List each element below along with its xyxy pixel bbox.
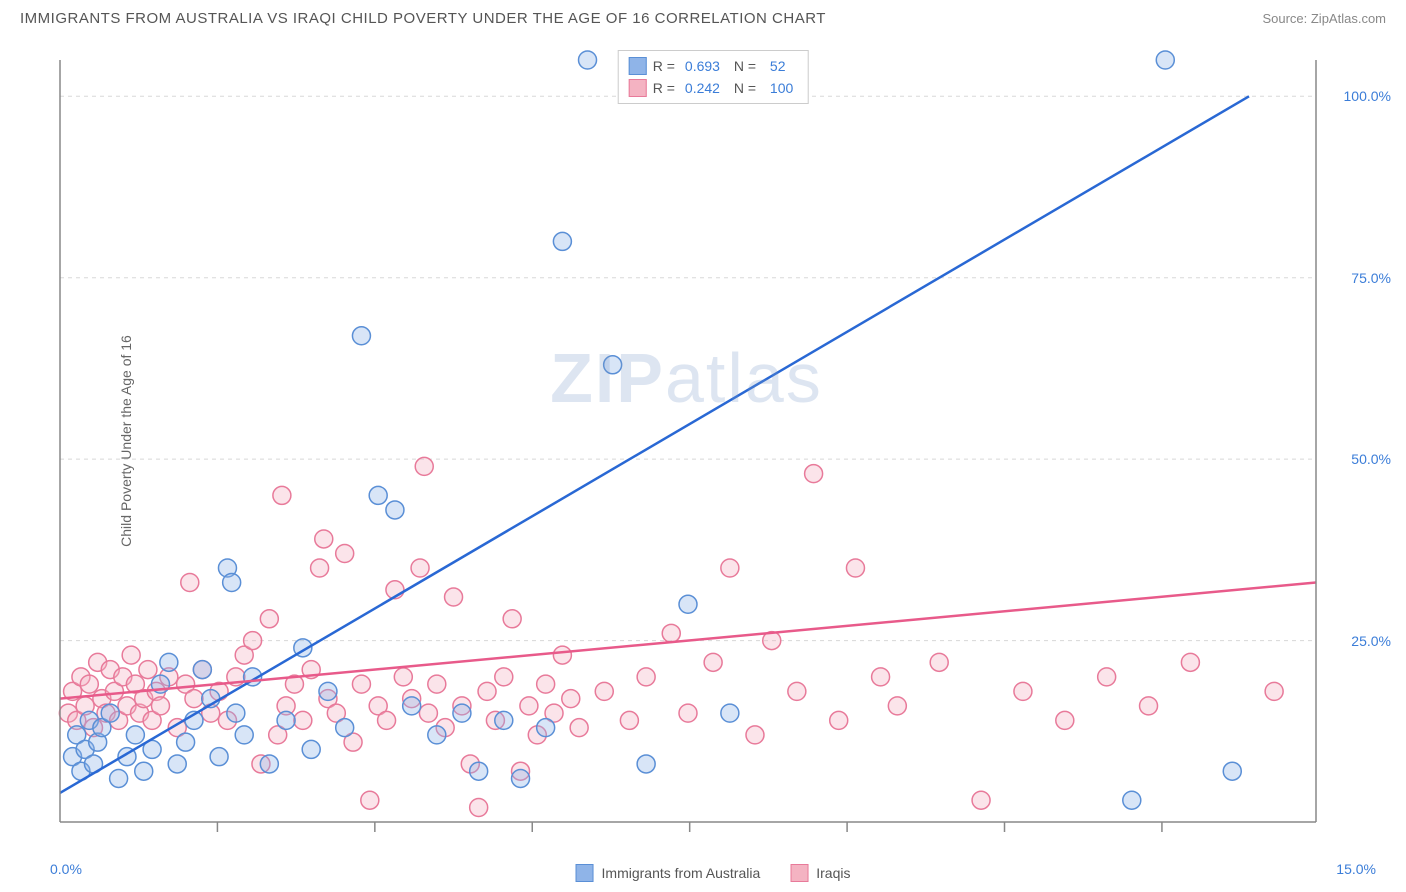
series-legend: Immigrants from Australia Iraqis — [576, 864, 851, 882]
legend-swatch — [629, 57, 647, 75]
correlation-legend: R = 0.693 N = 52 R = 0.242 N = 100 — [618, 50, 809, 104]
legend-n-label: N = — [730, 80, 756, 96]
legend-swatch — [629, 79, 647, 97]
y-axis-tick: 75.0% — [1351, 270, 1391, 286]
legend-r-value: 0.242 — [681, 80, 724, 96]
legend-swatch — [576, 864, 594, 882]
chart-title: IMMIGRANTS FROM AUSTRALIA VS IRAQI CHILD… — [20, 10, 826, 27]
legend-series-label: Immigrants from Australia — [602, 865, 761, 881]
source-attribution: Source: ZipAtlas.com — [1262, 11, 1386, 26]
scatter-plot — [50, 50, 1376, 832]
y-axis-tick: 100.0% — [1344, 88, 1391, 104]
legend-r-value: 0.693 — [681, 58, 724, 74]
legend-swatch — [790, 864, 808, 882]
legend-series-item: Immigrants from Australia — [576, 864, 761, 882]
legend-series-item: Iraqis — [790, 864, 850, 882]
legend-n-value: 100 — [762, 80, 797, 96]
header: IMMIGRANTS FROM AUSTRALIA VS IRAQI CHILD… — [0, 0, 1406, 32]
y-axis-tick: 50.0% — [1351, 451, 1391, 467]
legend-r-label: R = — [653, 58, 675, 74]
legend-series-label: Iraqis — [816, 865, 850, 881]
y-axis-label: Child Poverty Under the Age of 16 — [118, 335, 134, 547]
chart-area: Child Poverty Under the Age of 16 0.0% 1… — [50, 50, 1376, 832]
legend-r-label: R = — [653, 80, 675, 96]
x-axis-tick-start: 0.0% — [50, 861, 82, 877]
legend-stat-row: R = 0.242 N = 100 — [629, 77, 798, 99]
x-axis-tick-end: 15.0% — [1336, 861, 1376, 877]
legend-n-label: N = — [730, 58, 756, 74]
legend-n-value: 52 — [762, 58, 789, 74]
y-axis-tick: 25.0% — [1351, 633, 1391, 649]
legend-stat-row: R = 0.693 N = 52 — [629, 55, 798, 77]
